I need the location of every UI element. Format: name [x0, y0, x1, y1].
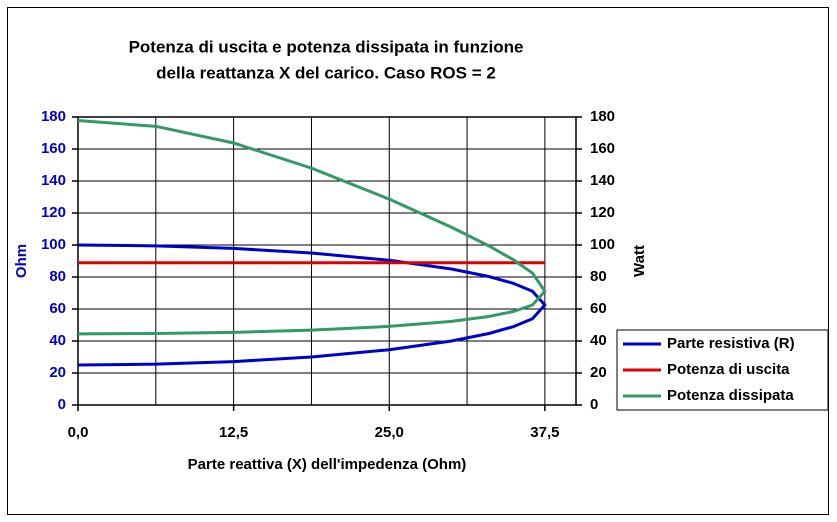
chart-title: della reattanza X del carico. Caso ROS =…	[156, 63, 496, 82]
legend-label: Potenza dissipata	[667, 387, 794, 404]
y2-tick-label: 40	[590, 332, 607, 349]
y2-tick-label: 60	[590, 300, 607, 317]
y-tick-label: 100	[41, 236, 66, 253]
y2-tick-label: 140	[590, 172, 615, 189]
y2-axis-label: Watt	[631, 245, 648, 277]
y-axis-label: Ohm	[13, 244, 30, 278]
legend-label: Potenza di uscita	[667, 361, 790, 378]
legend-label: Parte resistiva (R)	[667, 335, 795, 352]
y-tick-label: 40	[49, 332, 66, 349]
series-line	[77, 243, 547, 367]
plot-frame	[77, 116, 577, 406]
chart-title: Potenza di uscita e potenza dissipata in…	[129, 37, 524, 56]
y2-tick-label: 160	[590, 140, 615, 157]
y2-tick-label: 0	[590, 396, 598, 413]
y-tick-label: 60	[49, 300, 66, 317]
chart-frame	[7, 7, 829, 515]
y-tick-label: 180	[41, 108, 66, 125]
x-tick-label: 37,5	[530, 424, 559, 441]
y2-tick-label: 180	[590, 108, 615, 125]
y-tick-label: 140	[41, 172, 66, 189]
x-tick-label: 25,0	[375, 424, 404, 441]
y-tick-label: 0	[58, 396, 66, 413]
x-axis-label: Parte reattiva (X) dell'impedenza (Ohm)	[188, 456, 467, 473]
x-tick-label: 0,0	[68, 424, 89, 441]
y2-tick-label: 120	[590, 204, 615, 221]
series-line	[77, 119, 547, 336]
y2-tick-label: 80	[590, 268, 607, 285]
y-tick-label: 120	[41, 204, 66, 221]
y-tick-label: 160	[41, 140, 66, 157]
y-tick-label: 80	[49, 268, 66, 285]
y2-tick-label: 20	[590, 364, 607, 381]
x-tick-label: 12,5	[219, 424, 248, 441]
y2-tick-label: 100	[590, 236, 615, 253]
y-tick-label: 20	[49, 364, 66, 381]
